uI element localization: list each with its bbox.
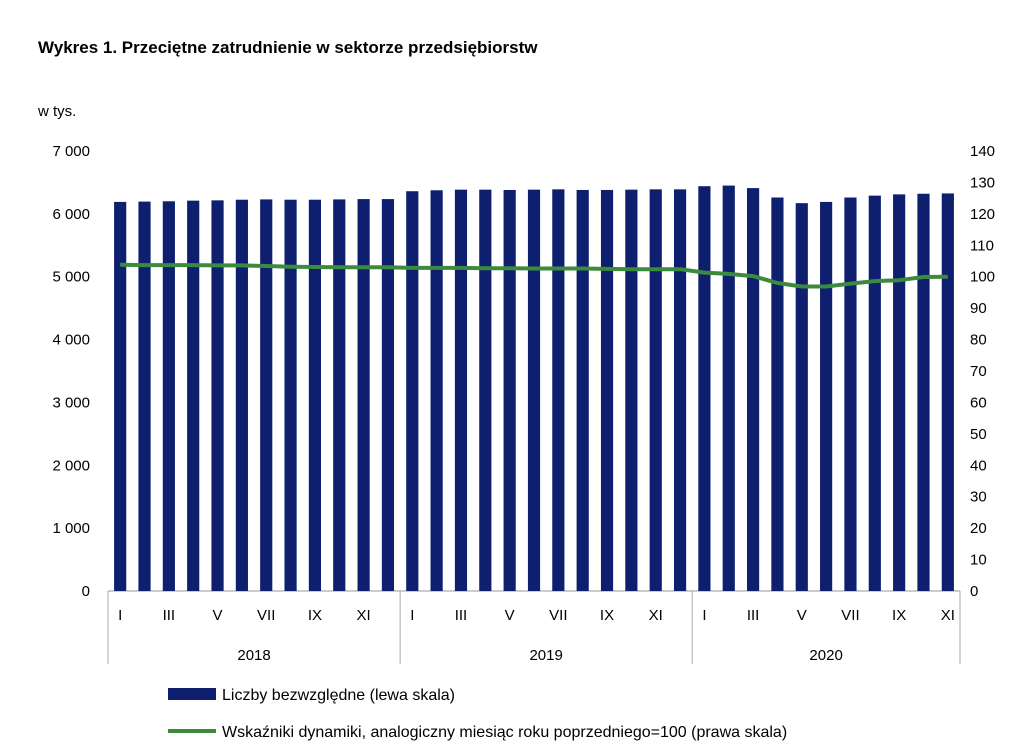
bar-series [114,185,954,592]
bar [381,199,395,592]
x-tick-label: IX [308,607,322,624]
y-right-tick-label: 70 [970,363,987,380]
x-tick-label: XI [649,607,663,624]
bar [260,199,273,591]
x-tick-label: VII [549,607,567,624]
y-right-tick-label: 110 [970,237,994,254]
bar [795,203,808,591]
bar [187,200,200,591]
y-left-tick-label: 5 000 [52,269,90,286]
y-right-tick-label: 10 [970,552,987,569]
bar [893,194,906,591]
bar [503,189,516,591]
bar [454,189,468,591]
x-tick-label: III [747,607,760,624]
bar [235,199,248,591]
bar [747,188,760,592]
bar [138,201,151,591]
line-series-path [120,262,948,289]
y-right-tick-label: 80 [970,332,987,349]
y-left-tick-label: 6 000 [52,206,90,223]
line-series [120,262,948,289]
bar [211,200,224,592]
y-right-tick-label: 60 [970,394,987,411]
legend: Liczby bezwzględne (lewa skala) Wskaźniki… [168,687,787,741]
x-tick-label: VII [841,607,859,624]
y-left-tick-label: 3 000 [52,394,90,411]
y-right-tick-label: 140 [970,143,995,160]
bar [941,193,954,591]
bar [430,190,443,592]
bar [357,199,370,592]
bar [333,199,346,591]
y-left-tick-label: 7 000 [52,143,90,160]
x-tick-label: I [118,607,122,624]
axis-labels: 0 1 000 2 000 3 000 4 000 5 000 6 000 7 000 0 10 2… [52,143,995,664]
y-right-tick-label: 0 [970,583,978,600]
bar [406,191,419,591]
x-tick-label: I [410,607,414,624]
x-tick-label: V [505,607,515,624]
bar [308,199,321,591]
x-tick-label: XI [941,607,955,624]
bar [698,186,711,591]
bar [479,189,492,591]
bar [673,189,687,592]
chart-title: Wykres 1. Przeciętne zatrudnienie w sekt… [38,38,538,57]
y-left-tick-label: 0 [82,583,90,600]
bar [625,189,638,591]
y-left-tick-label: 1 000 [52,520,90,537]
y-left-tick-label: 2 000 [52,457,90,474]
bar [552,189,565,592]
y-right-tick-label: 90 [970,300,987,317]
bar [162,201,175,592]
bar [114,201,127,591]
y-right-tick-label: 30 [970,489,987,506]
legend-swatch-bar [168,688,216,700]
y-right-tick-label: 20 [970,520,987,537]
year-label: 2019 [529,647,562,664]
x-tick-label: III [455,607,468,624]
bar [649,189,662,592]
x-tick-label: V [213,607,223,624]
y-right-tick-label: 100 [970,269,995,286]
bar [284,199,297,591]
x-tick-label: I [702,607,706,624]
y-right-tick-label: 40 [970,457,987,474]
x-tick-label: V [797,607,807,624]
legend-label-line: Wskaźniki dynamiki, analogiczny miesiąc … [222,724,787,741]
x-tick-label: VII [257,607,275,624]
x-tick-label: III [163,607,176,624]
y-right-tick-label: 50 [970,426,987,443]
y-right-tick-label: 120 [970,206,995,223]
bar [820,201,833,591]
bar [844,197,857,591]
bar [868,195,881,591]
bar [917,193,930,591]
x-tick-label: XI [357,607,371,624]
left-axis-unit: w tys. [37,103,76,120]
legend-label-bar: Liczby bezwzględne (lewa skala) [222,687,455,704]
year-label: 2020 [809,647,842,664]
bar [722,185,735,592]
y-right-tick-label: 130 [970,174,995,191]
year-label: 2018 [237,647,270,664]
y-left-tick-label: 4 000 [52,332,90,349]
x-tick-label: IX [892,607,906,624]
bar [527,189,541,591]
x-tick-label: IX [600,607,614,624]
bar [576,189,589,591]
bar [600,189,614,591]
bar [771,197,784,591]
